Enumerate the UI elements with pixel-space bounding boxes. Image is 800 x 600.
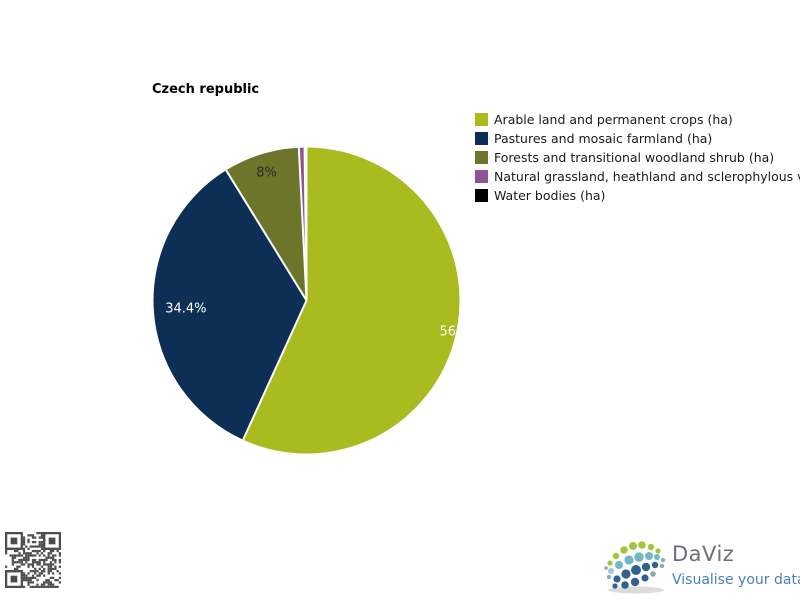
- legend-label: Forests and transitional woodland shrub …: [494, 150, 775, 165]
- pie-slice-1[interactable]: [153, 170, 307, 440]
- legend-label: Natural grassland, heathland and sclerop…: [494, 169, 800, 184]
- pie-value-label-2: 8%: [256, 165, 277, 180]
- slice-separator: [303, 147, 308, 301]
- daviz-branding: DaViz Visualise your data: [598, 536, 800, 596]
- slice-separator: [225, 169, 308, 302]
- legend-item-2[interactable]: Forests and transitional woodland shrub …: [475, 148, 800, 167]
- legend-label: Water bodies (ha): [494, 188, 606, 203]
- legend-label: Pastures and mosaic farmland (ha): [494, 131, 713, 146]
- pie-value-label-1: 34.4%: [165, 302, 206, 317]
- legend-item-4[interactable]: Water bodies (ha): [475, 186, 800, 205]
- pie-chart-svg: 56 34.4% 8%: [153, 147, 460, 454]
- daviz-logo-text: DaViz: [672, 542, 735, 566]
- legend-swatch-icon: [475, 132, 488, 145]
- qr-code: [5, 532, 61, 588]
- legend-swatch-icon: [475, 113, 488, 126]
- pie-slice-0[interactable]: [243, 147, 460, 454]
- legend-item-3[interactable]: Natural grassland, heathland and sclerop…: [475, 167, 800, 186]
- legend-label: Arable land and permanent crops (ha): [494, 112, 733, 127]
- pie-chart: 56 34.4% 8%: [146, 140, 467, 461]
- legend-item-0[interactable]: Arable land and permanent crops (ha): [475, 110, 800, 129]
- legend-swatch-icon: [475, 151, 488, 164]
- legend-swatch-icon: [475, 170, 488, 183]
- legend-swatch-icon: [475, 189, 488, 202]
- page-title: Czech republic: [152, 82, 260, 97]
- pie-slice-2[interactable]: [226, 147, 307, 301]
- pie-value-label-0: 56: [440, 325, 457, 340]
- slice-separator: [242, 300, 308, 441]
- legend-item-1[interactable]: Pastures and mosaic farmland (ha): [475, 129, 800, 148]
- daviz-tagline: Visualise your data: [672, 572, 800, 588]
- daviz-logo-icon: [604, 541, 666, 594]
- chart-legend: Arable land and permanent crops (ha) Past…: [475, 110, 800, 205]
